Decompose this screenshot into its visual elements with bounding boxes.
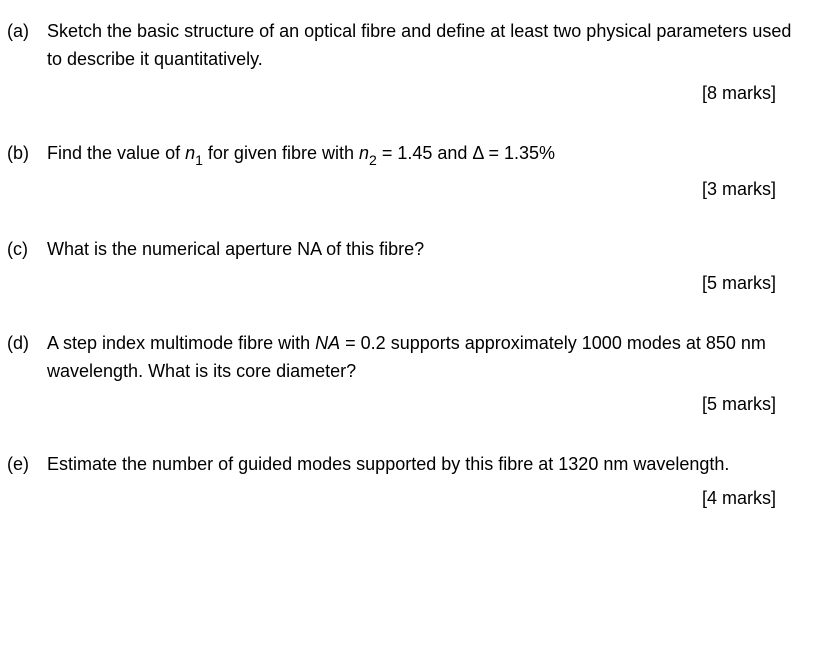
question-e: (e) Estimate the number of guided modes … (5, 451, 806, 513)
question-text: A step index multimode fibre with NA = 0… (47, 330, 806, 386)
question-row: (d) A step index multimode fibre with NA… (5, 330, 806, 386)
question-text: What is the numerical aperture NA of thi… (47, 236, 806, 264)
question-a: (a) Sketch the basic structure of an opt… (5, 18, 806, 108)
question-c: (c) What is the numerical aperture NA of… (5, 236, 806, 298)
question-label: (e) (5, 451, 47, 479)
question-label: (a) (5, 18, 47, 46)
question-marks: [5 marks] (5, 270, 806, 298)
exam-page: (a) Sketch the basic structure of an opt… (0, 0, 826, 565)
question-label: (d) (5, 330, 47, 358)
question-row: (c) What is the numerical aperture NA of… (5, 236, 806, 264)
question-marks: [3 marks] (5, 176, 806, 204)
question-d: (d) A step index multimode fibre with NA… (5, 330, 806, 420)
question-b: (b) Find the value of n1 for given fibre… (5, 140, 806, 204)
question-row: (e) Estimate the number of guided modes … (5, 451, 806, 479)
question-marks: [5 marks] (5, 391, 806, 419)
question-marks: [4 marks] (5, 485, 806, 513)
question-text: Sketch the basic structure of an optical… (47, 18, 806, 74)
question-row: (a) Sketch the basic structure of an opt… (5, 18, 806, 74)
question-row: (b) Find the value of n1 for given fibre… (5, 140, 806, 170)
question-label: (b) (5, 140, 47, 168)
question-marks: [8 marks] (5, 80, 806, 108)
question-label: (c) (5, 236, 47, 264)
question-text: Find the value of n1 for given fibre wit… (47, 140, 806, 170)
question-text: Estimate the number of guided modes supp… (47, 451, 806, 479)
